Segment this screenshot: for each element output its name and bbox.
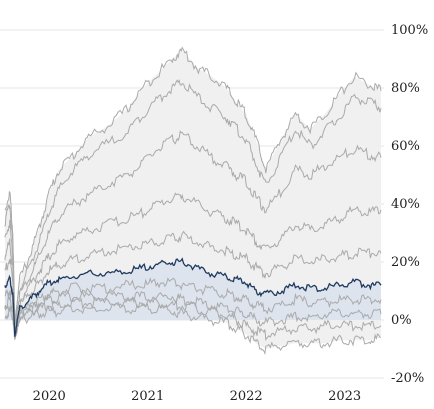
series-line-2	[4, 130, 382, 323]
y-axis: 100% 80% 60% 40% 20% 0% -20%	[391, 23, 428, 386]
series-line-4	[4, 230, 382, 329]
series-line-7	[4, 290, 382, 341]
series-line-0	[4, 46, 382, 319]
series-line-6	[4, 277, 382, 335]
series-line-8	[4, 296, 382, 341]
y-tick-label-1: 80%	[391, 81, 420, 96]
y-tick-label-0: 100%	[391, 23, 428, 38]
x-axis: 2020 2021 2022 2023	[33, 389, 361, 404]
x-tick-label-0: 2020	[33, 389, 66, 404]
x-tick-label-2: 2022	[230, 389, 263, 404]
series-line-1	[4, 79, 382, 329]
x-tick-label-3: 2023	[328, 389, 361, 404]
highlight-series-line	[4, 257, 382, 337]
series-line-3	[4, 192, 382, 333]
y-tick-label-5: 0%	[391, 313, 412, 328]
x-tick-label-1: 2021	[131, 389, 164, 404]
series-line-9	[4, 301, 382, 356]
y-tick-label-4: 20%	[391, 255, 420, 270]
y-tick-label-6: -20%	[391, 371, 424, 386]
series-lines	[4, 46, 382, 356]
y-tick-label-2: 60%	[391, 139, 420, 154]
y-tick-label-3: 40%	[391, 197, 420, 212]
highlight-area	[4, 258, 382, 337]
